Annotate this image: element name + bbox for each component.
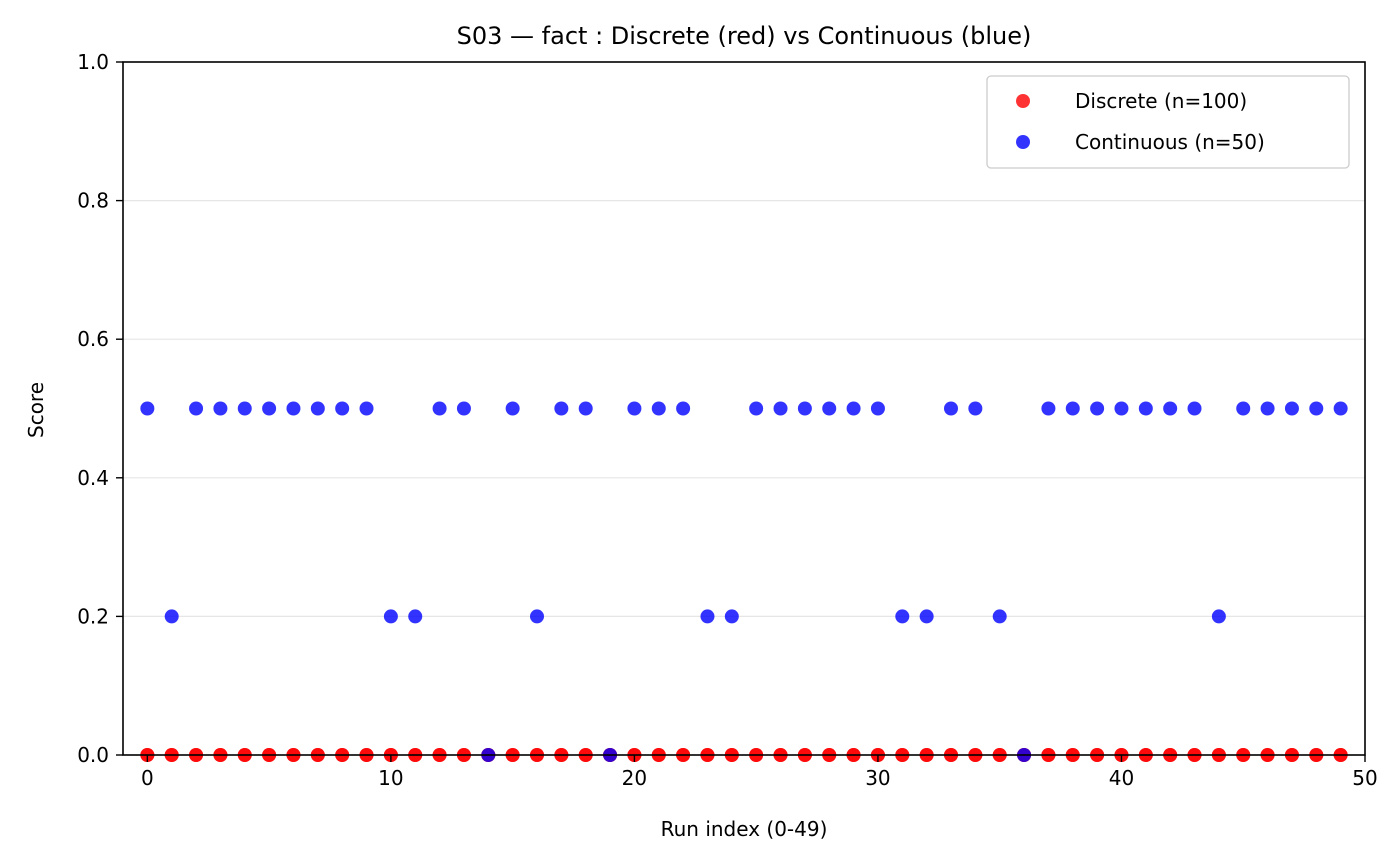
data-point-continuous <box>213 401 228 416</box>
data-point-continuous <box>773 401 788 416</box>
x-axis-label: Run index (0-49) <box>661 817 828 841</box>
data-point-continuous <box>1041 401 1056 416</box>
data-point-continuous <box>1065 401 1080 416</box>
data-point-continuous <box>870 401 885 416</box>
y-tick-label: 0.0 <box>77 743 109 767</box>
data-point-continuous <box>895 609 910 624</box>
y-tick-label: 0.4 <box>77 466 109 490</box>
data-point-continuous <box>724 609 739 624</box>
data-point-continuous <box>992 609 1007 624</box>
x-tick-label: 10 <box>378 766 403 790</box>
y-tick-label: 0.8 <box>77 189 109 213</box>
data-point-continuous <box>968 401 983 416</box>
legend-label-discrete: Discrete (n=100) <box>1075 89 1247 113</box>
data-point-continuous <box>1309 401 1324 416</box>
y-axis-label: Score <box>24 382 48 438</box>
data-point-continuous <box>1163 401 1178 416</box>
data-point-continuous <box>530 609 544 624</box>
x-tick-label: 50 <box>1352 766 1377 790</box>
y-axis-ticks: 0.0 0.2 0.4 0.6 0.8 1.0 <box>77 50 123 767</box>
legend-marker-discrete <box>1016 94 1030 108</box>
data-point-continuous <box>1211 609 1226 624</box>
data-point-continuous <box>262 401 277 416</box>
data-point-continuous <box>797 401 812 416</box>
data-point-continuous <box>432 401 447 416</box>
data-point-continuous <box>286 401 301 416</box>
x-tick-label: 0 <box>141 766 154 790</box>
data-point-continuous <box>310 401 325 416</box>
data-point-continuous <box>1114 401 1129 416</box>
data-point-continuous <box>383 609 398 624</box>
data-point-continuous <box>651 401 666 416</box>
data-point-continuous <box>700 609 715 624</box>
x-tick-label: 20 <box>622 766 647 790</box>
data-point-continuous <box>408 609 423 624</box>
data-point-continuous <box>749 401 764 416</box>
data-point-continuous <box>1090 401 1105 416</box>
grid-lines <box>123 200 1365 618</box>
data-point-continuous <box>919 609 934 624</box>
data-point-continuous <box>456 401 471 416</box>
data-point-continuous <box>554 401 569 416</box>
x-axis-ticks: 0 10 20 30 40 50 <box>141 755 1378 790</box>
plot-area-frame <box>122 61 1366 756</box>
data-point-continuous <box>627 401 642 416</box>
data-point-continuous <box>1138 401 1153 416</box>
y-tick-label: 1.0 <box>77 50 109 74</box>
data-point-continuous <box>1260 401 1275 416</box>
x-tick-label: 40 <box>1109 766 1134 790</box>
legend: Discrete (n=100) Continuous (n=50) <box>986 75 1350 169</box>
data-point-continuous <box>1284 401 1299 416</box>
data-point-continuous <box>335 401 350 416</box>
y-tick-label: 0.6 <box>77 327 109 351</box>
data-point-continuous <box>822 401 837 416</box>
data-point-continuous <box>1187 401 1202 416</box>
data-point-continuous <box>359 401 374 416</box>
data-point-continuous <box>846 401 861 416</box>
data-point-continuous <box>1333 401 1348 416</box>
data-point-continuous <box>237 401 252 416</box>
data-point-continuous <box>164 609 179 624</box>
y-tick-label: 0.2 <box>77 604 109 628</box>
chart-title: S03 — fact : Discrete (red) vs Continuou… <box>457 22 1032 50</box>
data-point-continuous <box>1236 401 1251 416</box>
data-point-continuous <box>578 401 593 416</box>
legend-box <box>986 75 1350 169</box>
data-point-continuous <box>676 401 691 416</box>
data-point-continuous <box>505 401 520 416</box>
legend-label-continuous: Continuous (n=50) <box>1075 130 1265 154</box>
data-points <box>140 401 1348 762</box>
data-point-continuous <box>140 401 155 416</box>
data-point-continuous <box>944 401 958 416</box>
data-point-continuous <box>189 401 204 416</box>
x-tick-label: 30 <box>865 766 890 790</box>
legend-marker-continuous <box>1016 135 1030 149</box>
